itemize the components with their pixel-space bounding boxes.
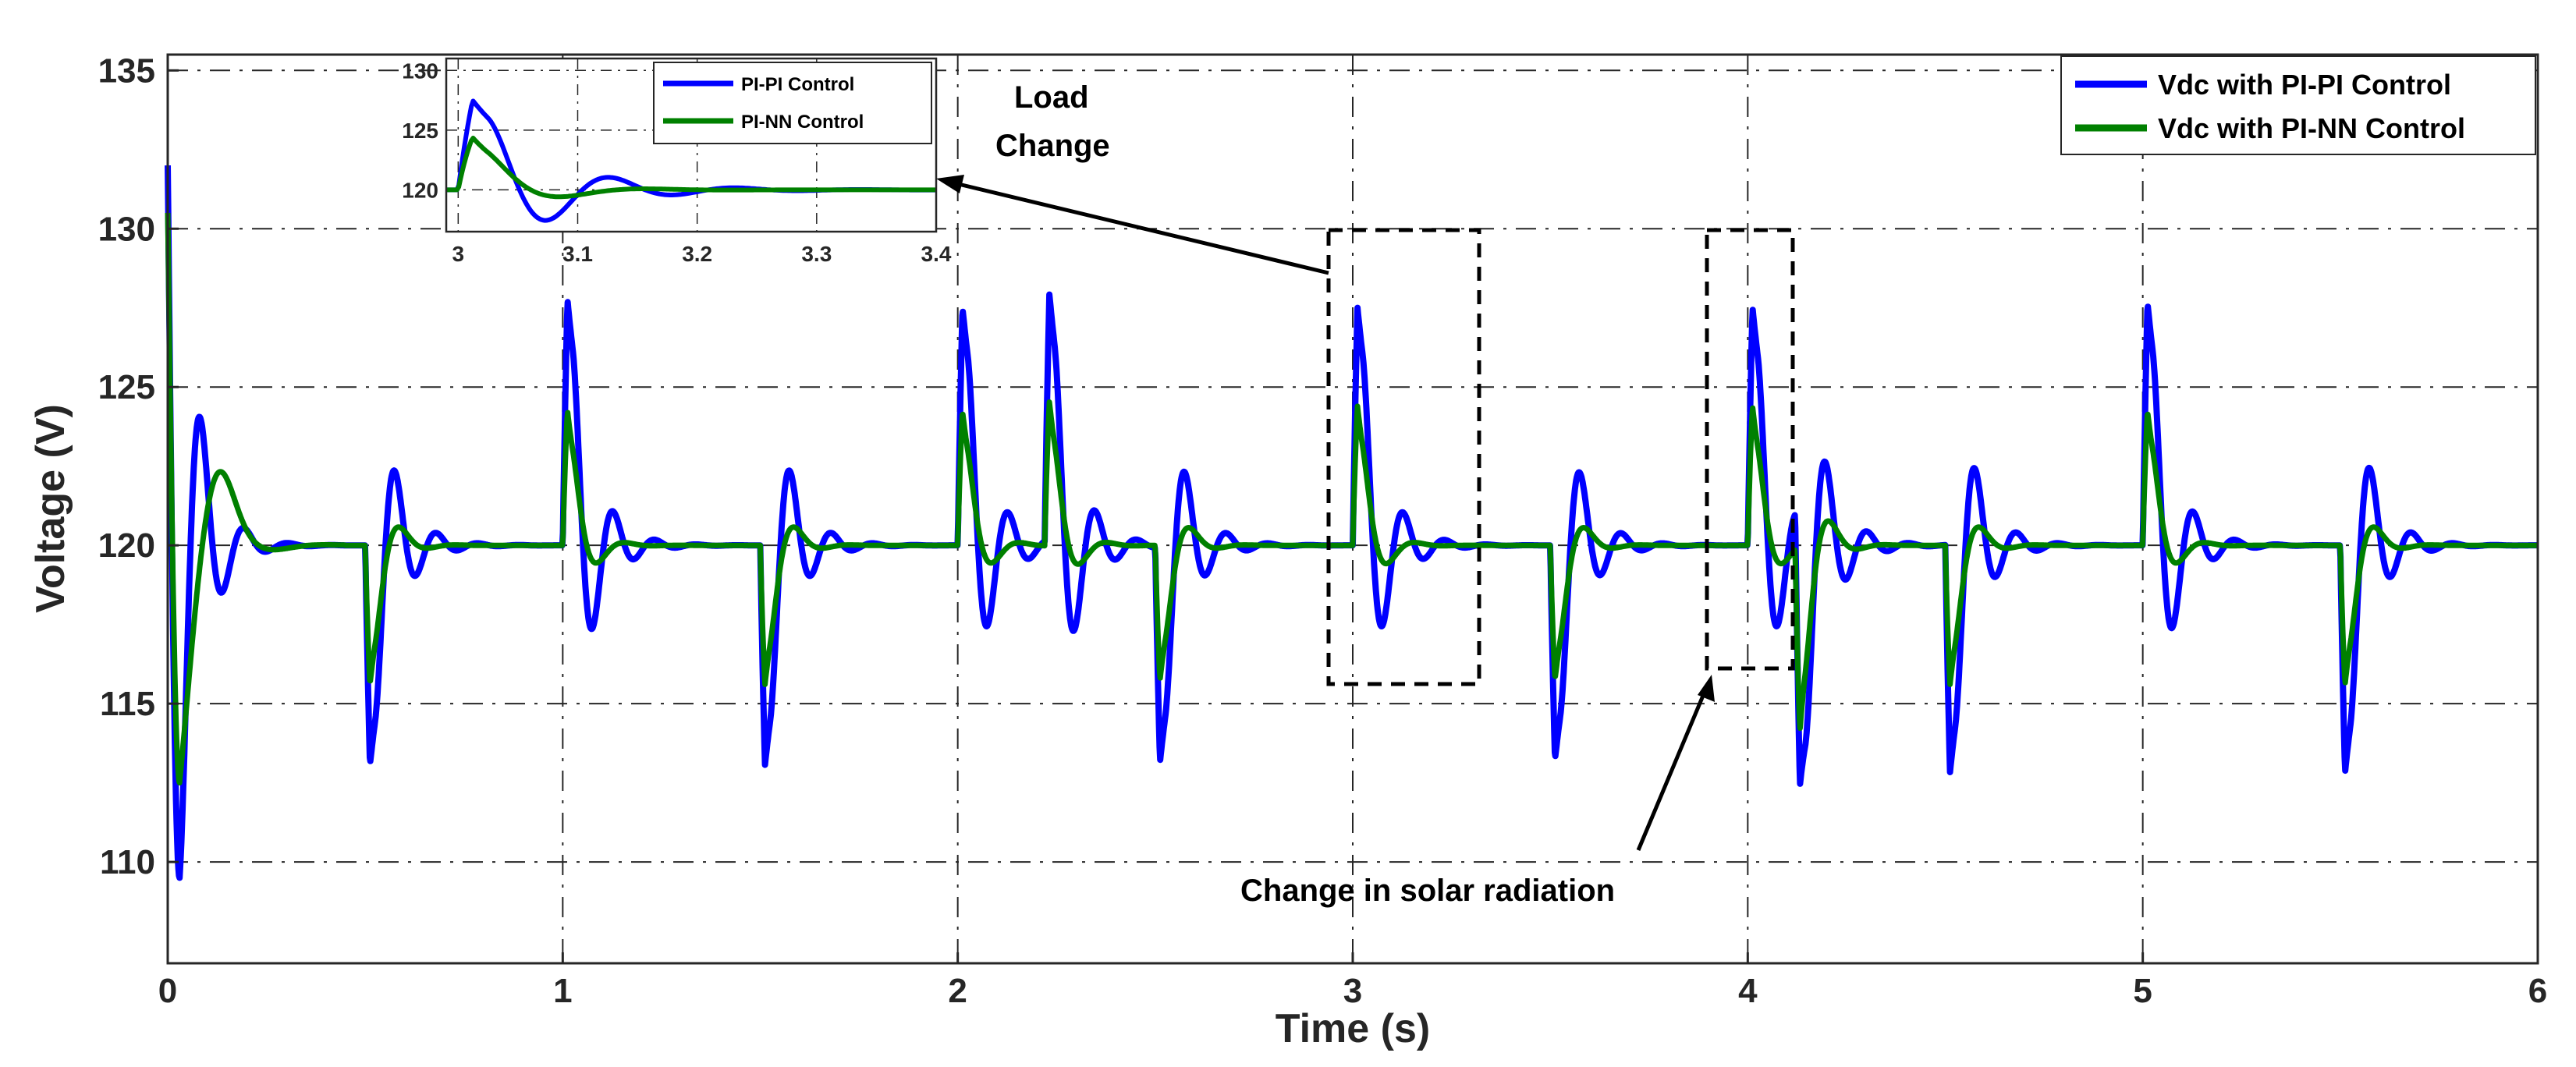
annotation-load-label-line2: Change	[995, 129, 1110, 163]
y-axis-title: Voltage (V)	[28, 404, 73, 613]
y-tick-label: 120	[98, 526, 155, 565]
inset-zoom-plot: 3 3.1 3.2 3.3 3.4 120 125 130 PI-PI Control PI…	[402, 57, 952, 266]
inset-y-tick-label: 120	[402, 178, 438, 202]
inset-y-tick-labels: 120 125 130	[402, 58, 438, 202]
annotation-load-label-line1: Load	[1014, 80, 1089, 115]
annotation-solar-arrow	[1636, 686, 1709, 851]
inset-x-tick-label: 3.3	[801, 242, 832, 266]
legend-box	[2060, 55, 2536, 155]
inset-x-tick-label: 3.1	[562, 242, 593, 266]
inset-legend-label-pi-nn: PI-NN Control	[741, 112, 864, 133]
x-axis-title: Time (s)	[1276, 1006, 1430, 1051]
inset-series-line-pi-nn	[445, 136, 936, 200]
inset-x-tick-label: 3	[452, 242, 465, 266]
y-tick-label: 130	[98, 210, 155, 248]
inset-series-layer	[445, 98, 936, 223]
series-layer	[165, 165, 2541, 881]
x-tick-label: 4	[1738, 972, 1758, 1010]
x-tick-label: 2	[948, 972, 967, 1010]
inset-legend-box	[653, 62, 932, 144]
inset-x-tick-label: 3.2	[682, 242, 712, 266]
inset-y-tick-label: 125	[402, 119, 438, 143]
x-tick-label: 6	[2528, 972, 2547, 1010]
annotation-load-arrow	[945, 179, 1329, 275]
x-tick-label: 0	[158, 972, 177, 1010]
inset-legend: PI-PI Control PI-NN Control	[653, 62, 932, 144]
legend-label-pi-nn: Vdc with PI-NN Control	[2158, 112, 2465, 144]
inset-x-tick-label: 3.4	[921, 242, 952, 266]
y-tick-label: 110	[100, 843, 155, 881]
annotation-load-arrowhead	[936, 175, 964, 193]
annotation-solar-arrowhead	[1698, 675, 1715, 702]
y-tick-labels: 110 115 120 125 130 135	[98, 51, 179, 881]
annotation-solar-label: Change in solar radiation	[1240, 874, 1615, 908]
inset-y-tick-label: 130	[402, 58, 438, 83]
legend: Vdc with PI-PI Control Vdc with PI-NN Co…	[2060, 55, 2536, 155]
x-tick-labels: 0 1 2 3 4 5 6	[158, 952, 2547, 1010]
inset-legend-label-pi-pi: PI-PI Control	[741, 74, 854, 95]
x-tick-label: 1	[553, 972, 572, 1010]
y-tick-label: 115	[100, 685, 155, 723]
load-change-highlight-box	[1326, 228, 1481, 686]
x-tick-label: 3	[1343, 972, 1362, 1010]
solar-change-highlight-box	[1705, 228, 1795, 671]
inset-x-tick-labels: 3 3.1 3.2 3.3 3.4	[452, 242, 952, 266]
x-tick-label: 5	[2133, 972, 2152, 1010]
series-line-pi-nn	[165, 212, 2540, 786]
inset-frame	[445, 57, 938, 233]
y-tick-label: 125	[98, 368, 155, 406]
legend-label-pi-pi: Vdc with PI-PI Control	[2158, 69, 2451, 101]
y-tick-label: 135	[98, 51, 155, 90]
